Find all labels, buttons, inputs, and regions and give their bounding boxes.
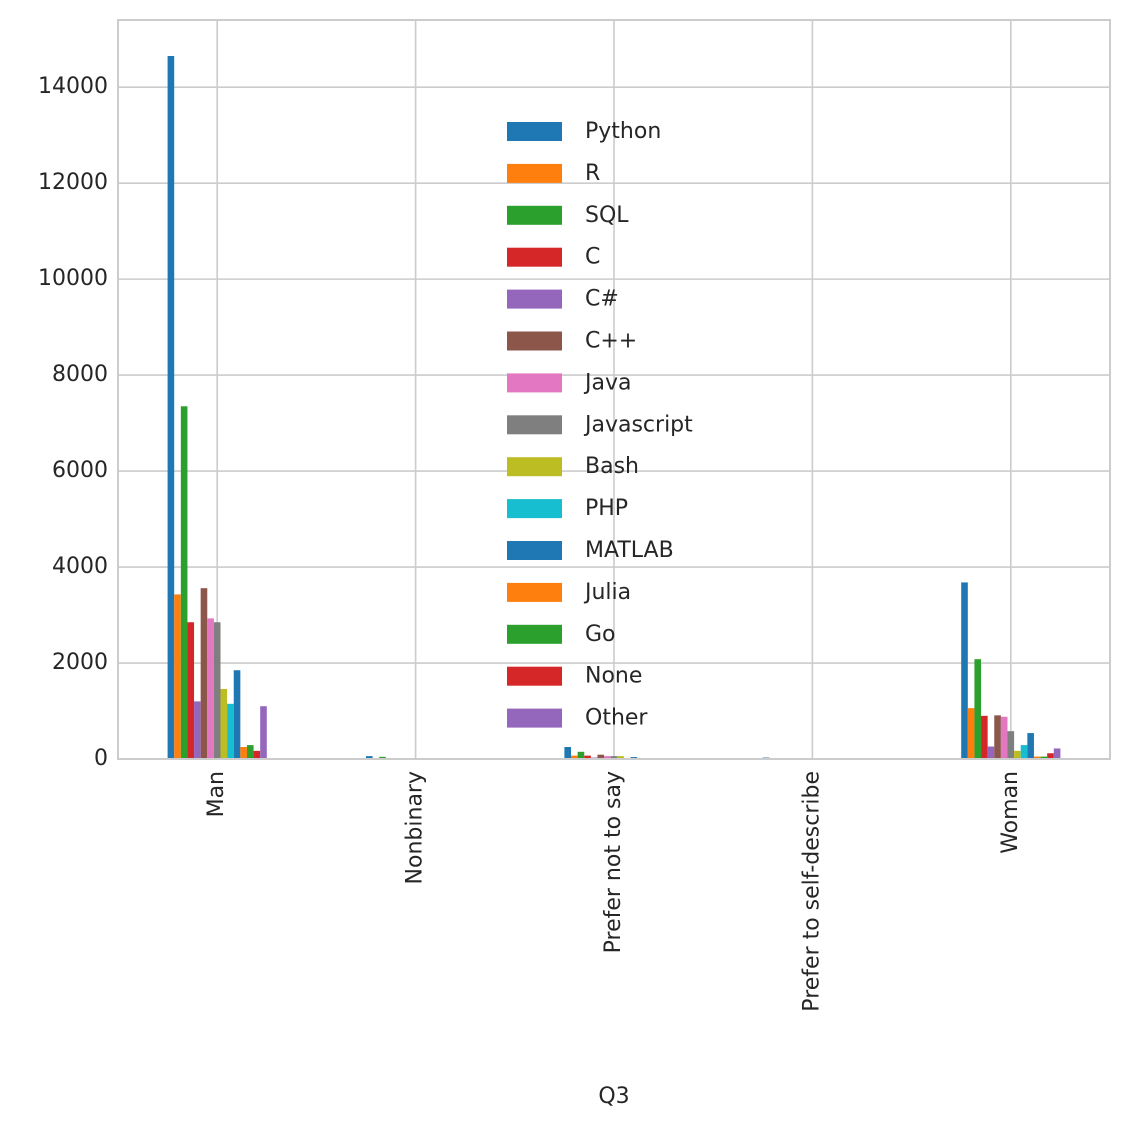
legend-swatch <box>507 332 562 351</box>
legend-swatch <box>507 415 562 434</box>
legend-label: Javascript <box>583 412 693 437</box>
legend-label: PHP <box>585 496 628 521</box>
y-tick-label: 12000 <box>38 170 108 195</box>
bar <box>227 704 234 759</box>
bar <box>174 594 181 759</box>
y-tick-label: 4000 <box>52 554 108 579</box>
bar <box>578 752 585 759</box>
bar <box>214 622 221 759</box>
legend-label: C# <box>585 287 619 312</box>
bar <box>221 689 228 759</box>
bar <box>207 618 214 759</box>
legend-label: Bash <box>585 454 639 479</box>
legend-label: C++ <box>585 329 637 354</box>
x-axis-label: Q3 <box>598 1084 629 1109</box>
bar <box>201 588 208 759</box>
legend-swatch <box>507 248 562 267</box>
bar <box>194 701 201 759</box>
y-tick-label: 10000 <box>38 266 108 291</box>
legend-swatch <box>507 290 562 309</box>
legend-label: Other <box>585 706 648 731</box>
legend-swatch <box>507 206 562 225</box>
legend-label: SQL <box>585 203 629 228</box>
legend-label: Julia <box>583 580 631 605</box>
bar <box>988 747 995 759</box>
bar <box>234 670 241 759</box>
legend-label: R <box>585 161 600 186</box>
legend-label: Python <box>585 119 661 144</box>
y-tick-label: 0 <box>94 746 108 771</box>
bar <box>968 708 975 759</box>
bar <box>961 582 968 759</box>
bar <box>168 56 175 759</box>
bar <box>254 751 261 759</box>
legend-swatch <box>507 667 562 686</box>
bar <box>187 622 194 759</box>
bar <box>1027 733 1034 759</box>
bar <box>181 406 188 759</box>
legend-swatch <box>507 709 562 728</box>
y-tick-label: 2000 <box>52 650 108 675</box>
legend-label: None <box>585 664 642 689</box>
bar <box>260 706 267 759</box>
bar <box>1054 748 1061 759</box>
legend-label: MATLAB <box>585 538 674 563</box>
x-tick-label: Nonbinary <box>403 771 428 884</box>
legend-label: Java <box>583 370 631 395</box>
legend-swatch <box>507 122 562 141</box>
legend-label: Go <box>585 622 616 647</box>
bar <box>974 659 981 759</box>
bar <box>1021 745 1028 759</box>
legend-swatch <box>507 625 562 644</box>
bar <box>994 715 1001 759</box>
bar <box>240 747 247 759</box>
y-tick-label: 14000 <box>38 74 108 99</box>
legend-swatch <box>507 499 562 518</box>
bar <box>247 745 254 759</box>
y-tick-label: 8000 <box>52 362 108 387</box>
legend-swatch <box>507 541 562 560</box>
legend-swatch <box>507 583 562 602</box>
bar <box>1014 751 1021 759</box>
legend-swatch <box>507 373 562 392</box>
legend-swatch <box>507 457 562 476</box>
bar <box>1001 717 1008 759</box>
x-tick-label: Woman <box>998 771 1023 854</box>
bar <box>981 716 988 759</box>
legend-label: C <box>585 245 600 270</box>
bar <box>564 747 571 759</box>
legend-swatch <box>507 164 562 183</box>
x-tick-label: Man <box>204 771 229 817</box>
x-tick-label: Prefer to self-describe <box>799 771 824 1012</box>
bar <box>1007 731 1014 759</box>
y-tick-label: 6000 <box>52 458 108 483</box>
x-tick-label: Prefer not to say <box>601 771 626 953</box>
